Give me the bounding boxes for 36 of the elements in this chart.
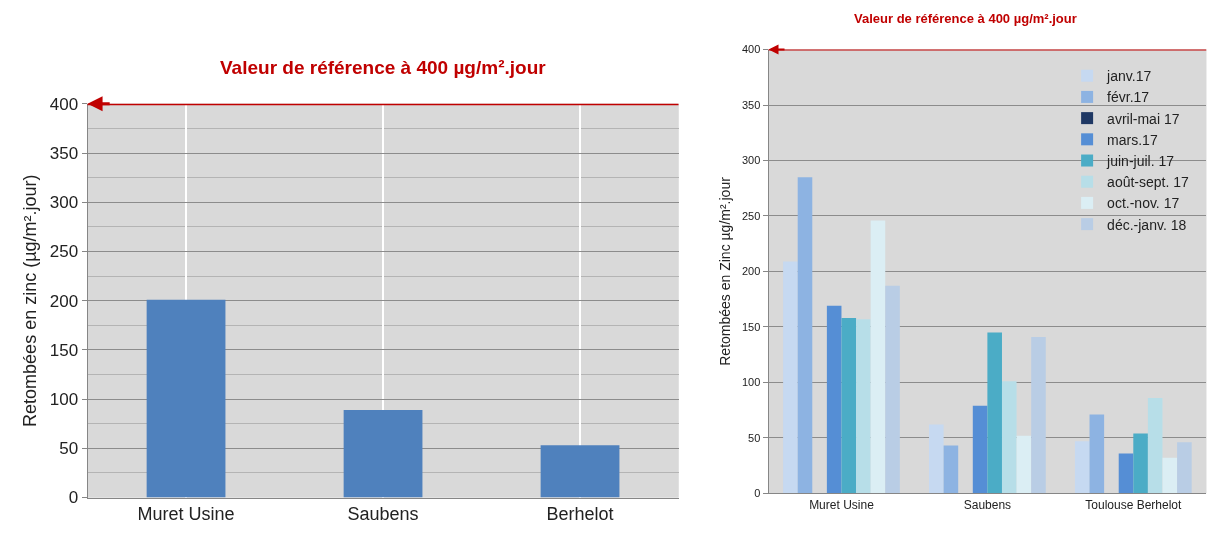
y-tick-label: 350 — [741, 98, 761, 111]
legend-label: août-sept. 17 — [1107, 174, 1190, 191]
legend-label: mars.17 — [1107, 131, 1158, 148]
y-tick-label: 150 — [49, 340, 79, 360]
legend-label: avril-mai 17 — [1107, 110, 1180, 127]
y-tick-label: 150 — [741, 320, 761, 333]
y-tick-label: 300 — [49, 193, 79, 213]
legend-label: juin-juil. 17 — [1106, 152, 1175, 169]
y-tick-label: 400 — [49, 94, 79, 114]
y-tick-label: 100 — [741, 376, 761, 389]
y-tick-label: 400 — [741, 43, 761, 56]
y-axis-title: Retombées en zinc (µg/m².jour) — [19, 174, 40, 427]
y-tick-label: 0 — [754, 487, 761, 500]
x-tick-label: Saubens — [963, 497, 1012, 512]
x-tick-label: Saubens — [347, 504, 419, 525]
y-tick-label: 250 — [741, 209, 761, 222]
x-tick-label: Berhelot — [546, 504, 614, 525]
legend-label: déc.-janv. 18 — [1107, 216, 1187, 233]
y-tick-label: 350 — [49, 144, 79, 164]
x-tick-label: Muret Usine — [809, 497, 875, 512]
y-tick-label: 50 — [748, 431, 761, 444]
legend-label: févr.17 — [1107, 89, 1150, 106]
legend-label: oct.-nov. 17 — [1107, 195, 1180, 212]
ref-line-label: Valeur de référence à 400 µg/m².jour — [854, 11, 1077, 26]
x-tick-label: Muret Usine — [137, 504, 235, 525]
y-tick-label: 200 — [49, 291, 79, 311]
y-tick-label: 200 — [741, 265, 761, 278]
y-axis-title: Retombées en Zinc µg/m².jour — [716, 176, 733, 366]
y-tick-label: 250 — [49, 242, 79, 262]
x-tick-label: Toulouse Berhelot — [1085, 497, 1182, 512]
y-tick-label: 50 — [59, 439, 79, 459]
y-tick-label: 100 — [49, 390, 79, 410]
y-tick-label: 300 — [741, 154, 761, 167]
y-tick-label: 0 — [68, 488, 79, 508]
ref-line-label: Valeur de référence à 400 µg/m².jour — [220, 57, 547, 78]
legend-label: janv.17 — [1106, 68, 1152, 85]
